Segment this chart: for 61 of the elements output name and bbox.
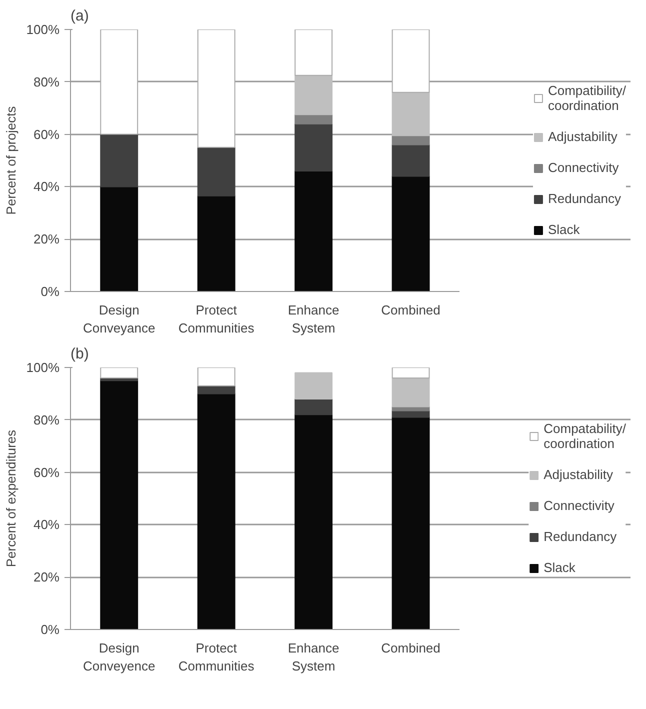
bar xyxy=(392,368,430,378)
y-tick-label: 60% xyxy=(33,464,60,480)
bar xyxy=(100,380,138,630)
bar xyxy=(392,410,430,418)
chart-title: (b) xyxy=(70,346,89,362)
y-tick-label: 80% xyxy=(33,74,60,90)
bar xyxy=(197,368,236,386)
y-axis-title: Percent of projects xyxy=(3,106,18,215)
legend-label: Connectivity xyxy=(544,498,614,513)
legend-label: Adjustability xyxy=(544,467,613,482)
bar xyxy=(197,30,236,148)
y-tick-label: 20% xyxy=(33,232,60,247)
bar xyxy=(294,398,333,416)
y-tick-label: 60% xyxy=(33,126,60,142)
bar xyxy=(197,146,236,196)
x-tick-label: Design Conveyence xyxy=(82,640,156,674)
legend-label: Redundancy xyxy=(548,191,621,206)
bar xyxy=(197,195,236,292)
bar xyxy=(294,123,333,172)
bar xyxy=(100,30,138,135)
bar xyxy=(392,416,430,630)
bar xyxy=(294,30,333,76)
legend-label: Slack xyxy=(548,222,580,237)
legend-label: Connectivity xyxy=(548,160,619,175)
bar xyxy=(392,176,430,292)
x-tick-label: Design Conveyance xyxy=(82,302,156,336)
bar xyxy=(392,30,430,93)
x-tick-label: Combined xyxy=(381,302,440,318)
x-tick-label: Protect Communities xyxy=(178,302,255,336)
bar xyxy=(392,135,430,146)
y-tick-label: 20% xyxy=(33,570,60,585)
y-tick-label: 40% xyxy=(33,517,60,532)
y-tick-label: 80% xyxy=(33,412,60,428)
bar xyxy=(392,92,430,136)
y-axis-title: Percent of expenditures xyxy=(3,429,18,568)
y-tick-label: 100% xyxy=(26,22,60,37)
bar xyxy=(294,372,333,400)
bar xyxy=(294,74,333,116)
bar xyxy=(100,368,138,378)
x-tick-label: Combined xyxy=(381,640,440,656)
bar xyxy=(392,377,430,408)
legend-label: Adjustability xyxy=(548,129,618,144)
y-tick-label: 100% xyxy=(26,360,60,375)
y-tick-label: 40% xyxy=(33,179,60,194)
x-tick-label: Enhance System xyxy=(288,302,340,336)
legend-label: Slack xyxy=(544,560,576,575)
y-tick-label: 0% xyxy=(40,622,60,637)
bar xyxy=(294,114,333,124)
legend-label: Compatability/ coordination xyxy=(544,421,626,451)
bar xyxy=(294,414,333,630)
y-tick-label: 0% xyxy=(40,284,60,299)
bar xyxy=(100,186,138,292)
legend-label: Compatibility/ coordination xyxy=(548,83,626,113)
x-tick-label: Protect Communities xyxy=(178,640,255,674)
bar xyxy=(100,134,138,188)
x-tick-label: Enhance System xyxy=(288,640,340,674)
bar xyxy=(197,393,236,630)
bar xyxy=(392,144,430,177)
chart-title: (a) xyxy=(70,8,89,24)
bar xyxy=(294,170,333,292)
legend-label: Redundancy xyxy=(544,529,617,544)
